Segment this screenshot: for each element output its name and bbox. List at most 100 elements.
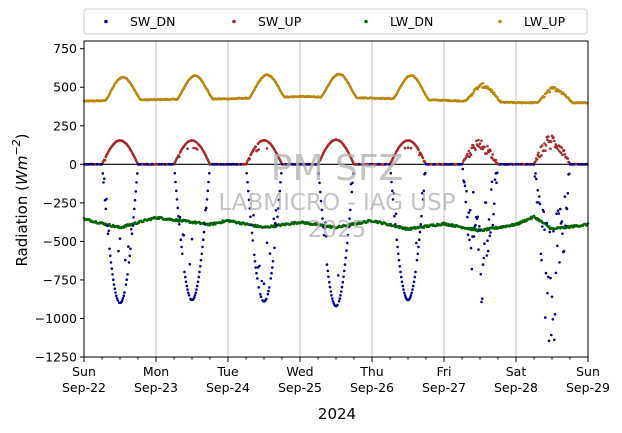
sw-up-point [254, 145, 257, 148]
sw-dn-point [349, 208, 352, 212]
sw-up-point [494, 158, 498, 162]
sw-dn-point [470, 267, 474, 271]
sw-dn-point [433, 163, 437, 166]
sw-dn-point [553, 338, 556, 342]
sw-up-point [478, 142, 482, 145]
sw-up-point [536, 153, 540, 157]
sw-dn-point [267, 289, 270, 293]
sw-dn-point [351, 181, 354, 185]
sw-up-point [464, 156, 468, 160]
sw-up-point [475, 139, 478, 143]
sw-dn-point [412, 284, 415, 288]
legend-box [83, 8, 588, 35]
sw-dn-point [106, 232, 110, 235]
sw-dn-point [176, 206, 180, 210]
sw-dn-point [445, 163, 449, 166]
sw-dn-point [558, 261, 561, 264]
lw-dn-point [547, 225, 551, 228]
sw-dn-point [227, 163, 231, 166]
sw-dn-point [273, 246, 276, 250]
sw-dn-point [124, 258, 127, 262]
sw-dn-point [463, 184, 467, 188]
sw-dn-point [272, 217, 276, 221]
sw-up-point [483, 145, 486, 149]
sw-dn-point [401, 284, 405, 288]
sw-dn-point [378, 163, 381, 166]
sw-dn-point [151, 163, 154, 166]
sw-up-point [421, 156, 425, 160]
sw-dn-point [251, 239, 255, 242]
sw-dn-point [337, 274, 340, 277]
sw-dn-point [100, 163, 104, 166]
sw-up-point [537, 151, 540, 155]
sw-dn-point [266, 292, 270, 296]
data-layer [82, 72, 590, 343]
lw-up-point [470, 94, 474, 97]
sw-dn-point [493, 178, 497, 181]
sw-dn-point [112, 283, 116, 286]
y-tick-label: −500 [43, 234, 77, 249]
sw-dn-point [490, 188, 493, 191]
sw-dn-point [322, 233, 326, 237]
sw-dn-point [265, 297, 268, 301]
sw-dn-point [184, 280, 188, 284]
sw-dn-point [352, 172, 355, 175]
sw-dn-point [268, 252, 272, 255]
sw-dn-point [551, 318, 555, 321]
sw-dn-point [265, 241, 269, 245]
sw-dn-point [126, 273, 129, 276]
sw-dn-point [204, 208, 207, 212]
sw-dn-point [193, 294, 197, 297]
sw-dn-point [491, 223, 495, 227]
sw-up-point [490, 156, 494, 160]
sw-dn-point [559, 207, 562, 211]
sw-dn-point [477, 248, 480, 251]
legend-label-sw-dn: SW_DN [130, 14, 176, 29]
sw-dn-point [556, 244, 559, 248]
legend-label-lw-dn: LW_DN [390, 14, 433, 29]
sw-dn-point [389, 171, 393, 175]
sw-dn-point [468, 238, 471, 242]
sw-dn-point [427, 163, 430, 166]
sw-up-point [481, 147, 485, 151]
y-tick-label: 750 [53, 41, 77, 56]
sw-dn-point [481, 263, 485, 266]
sw-up-point [561, 153, 564, 157]
sw-dn-point [538, 195, 541, 198]
sw-dn-point [384, 163, 387, 166]
sw-dn-point [416, 252, 420, 256]
sw-dn-point [388, 163, 391, 166]
sw-up-point [563, 153, 567, 156]
sw-up-point [248, 157, 252, 161]
sw-dn-point [492, 212, 495, 216]
axes-layer: −1250−1000−750−500−2500250500750SunSep-2… [35, 40, 610, 395]
sw-dn-point [182, 234, 186, 237]
sw-dn-point [476, 215, 480, 219]
sw-dn-point [565, 207, 569, 211]
sw-dn-point [341, 280, 345, 284]
y-tick-label: 0 [69, 157, 77, 172]
sw-dn-point [146, 163, 150, 166]
sw-dn-point [400, 275, 403, 279]
sw-dn-point [460, 163, 464, 166]
sw-dn-point [206, 189, 210, 193]
sw-dn-point [545, 221, 549, 225]
sw-dn-point [350, 190, 354, 194]
sw-dn-point [253, 260, 257, 263]
x-tick-label-day: Sun [576, 364, 600, 379]
sw-dn-point [536, 189, 540, 192]
sw-up-point [556, 148, 560, 151]
sw-dn-point [340, 290, 343, 293]
sw-dn-point [133, 198, 137, 202]
sw-dn-point [555, 212, 558, 215]
watermark-line-3: 2025 [308, 217, 367, 243]
lw-up-point [496, 95, 499, 99]
sw-up-point [403, 146, 407, 150]
sw-dn-point [220, 163, 223, 166]
sw-dn-point [424, 163, 428, 166]
x-tick-label-date: Sep-22 [62, 380, 106, 395]
sw-dn-point [253, 253, 256, 257]
sw-dn-point [572, 163, 576, 166]
sw-up-point [486, 144, 489, 148]
sw-dn-point [274, 209, 278, 212]
